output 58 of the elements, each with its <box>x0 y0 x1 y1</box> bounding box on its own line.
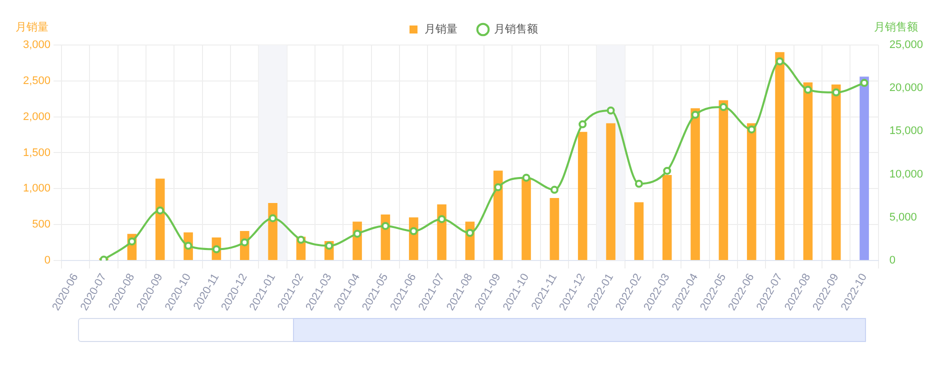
point <box>268 214 277 222</box>
bar <box>522 178 531 260</box>
bar <box>634 202 644 260</box>
point <box>606 106 615 114</box>
legend-label: 月销量 <box>424 22 458 36</box>
y2-tick-label: 0 <box>889 254 896 266</box>
bar <box>550 198 560 260</box>
bar <box>493 170 503 260</box>
point <box>296 236 305 244</box>
bar <box>860 76 869 260</box>
y2-tick-label: 15,000 <box>889 125 924 138</box>
point <box>494 183 502 192</box>
point <box>578 120 587 128</box>
point <box>156 206 164 214</box>
y-tick-label: 2,500 <box>22 74 51 87</box>
point <box>325 242 334 250</box>
point <box>438 215 446 224</box>
y2-tick-label: 20,000 <box>889 82 924 94</box>
bar <box>606 123 616 260</box>
bar <box>803 82 813 260</box>
legend-label: 月销售额 <box>494 22 538 36</box>
bar <box>268 202 278 260</box>
y2-axis-title: 月销售额 <box>874 20 918 34</box>
bar <box>775 52 784 260</box>
bar <box>578 132 588 260</box>
bar <box>690 108 700 260</box>
y-tick-label: 0 <box>44 254 51 266</box>
point <box>466 228 474 237</box>
point <box>663 166 672 175</box>
bar <box>437 204 446 260</box>
bar <box>831 84 841 260</box>
point <box>550 186 558 194</box>
point <box>522 174 530 182</box>
bar <box>155 178 165 260</box>
bar <box>746 123 756 260</box>
point <box>748 125 756 134</box>
y2-tick-label: 5,000 <box>889 211 917 224</box>
point <box>353 230 362 238</box>
point <box>832 88 840 96</box>
point <box>410 227 418 236</box>
point <box>860 78 868 87</box>
y2-tick-label: 25,000 <box>889 39 924 52</box>
point <box>804 86 812 94</box>
bar <box>662 174 672 260</box>
y-tick-label: 2,000 <box>22 110 51 123</box>
y2-tick-label: 10,000 <box>889 168 924 180</box>
point <box>776 57 784 66</box>
point <box>381 222 390 230</box>
bar <box>718 100 728 260</box>
y-tick-label: 1,000 <box>22 182 51 195</box>
y-tick-label: 500 <box>32 218 51 231</box>
point <box>128 237 136 246</box>
y-axis-title: 月销量 <box>16 20 48 34</box>
point <box>719 103 728 112</box>
point <box>634 180 643 188</box>
y-tick-label: 3,000 <box>22 39 51 52</box>
point <box>691 110 700 119</box>
y-tick-label: 1,500 <box>22 146 51 159</box>
